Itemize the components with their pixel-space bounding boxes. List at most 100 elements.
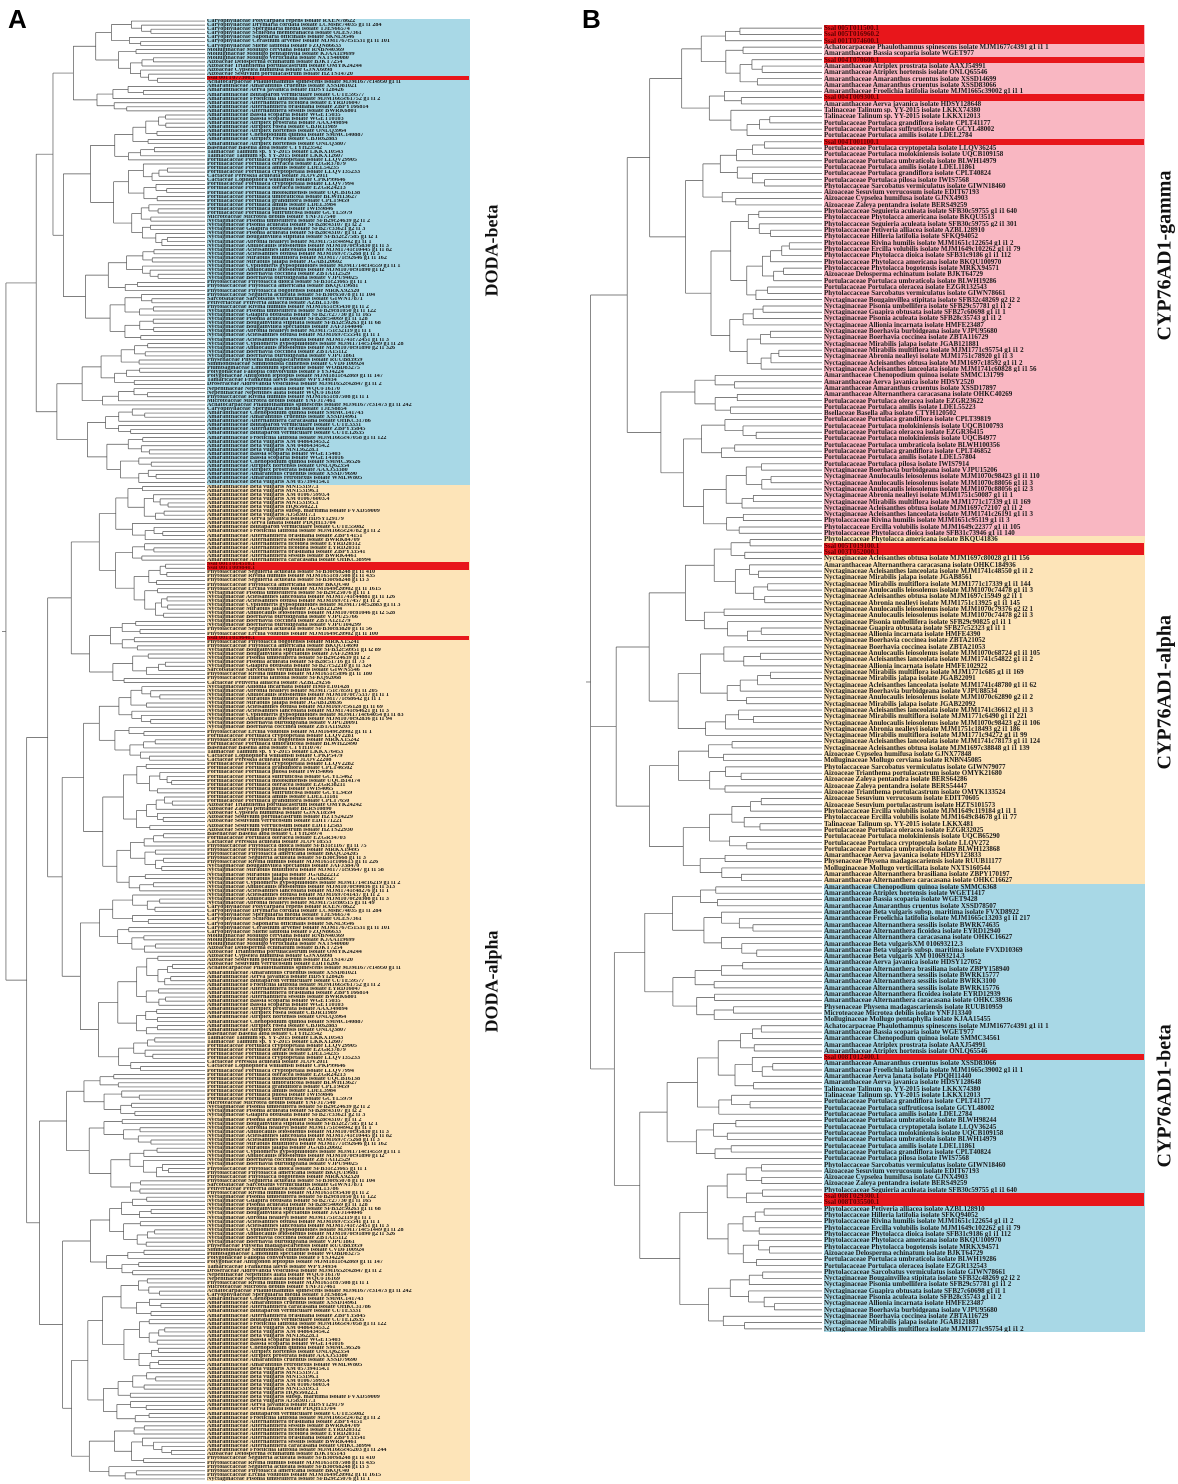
leaf-label: Amaranthaceae Alternanthera caracasana i… (824, 561, 1016, 568)
clade-label-cyp76ad1-beta: CYP76AD1-beta (1153, 1024, 1176, 1168)
leaf-highlight: Ssal 008T035500.1 (824, 1199, 1144, 1206)
leaf-label: Amaranthaceae Amaranthus cruentus isolat… (207, 472, 357, 477)
leaf-label: Nyctaginaceae Boerhavia coccinea isolate… (207, 619, 351, 624)
leaf-label: Nyctaginaceae Pisonia aculeata isolate S… (207, 1109, 362, 1114)
clade-label-cyp76ad1-gamma: CYP76AD1-gamma (1153, 170, 1176, 341)
leaf-label: Petiveriaceae Petiveria alliacea isolate… (207, 1186, 339, 1192)
leaf-label: Nyctaginaceae Mirabilis jalapa isolate J… (207, 872, 340, 877)
leaf-label: Nyctaginaceae Boerhavia coccinea isolate… (824, 643, 986, 651)
leaf-label: Amaranthaceae Froelichia latifolia isola… (207, 96, 381, 101)
leaf-label: Amaranthaceae Amaranthus cruentus isolat… (824, 75, 997, 82)
leaf-label: Nyctaginaceae Mirabilis multiflora isola… (824, 498, 1031, 505)
leaf-label: Nyctaginaceae Bougainvillea spectabilis … (207, 864, 360, 869)
leaf-label: Nyctaginaceae Abronia nealleyi isolate M… (824, 599, 1021, 606)
leaf-label: Nyctaginaceae Acleisanthes obtusa isolat… (207, 1219, 380, 1224)
leaf-label: Nepenthaceae Nepenthes alata isolate WQU… (207, 386, 340, 391)
leaf-label: Aizoaceae Zaleya pentandra isolate BERS6… (824, 776, 968, 783)
leaf-label: Polygonaceae Antigonon leptopus isolate … (207, 374, 383, 379)
leaf-label: Amaranthaceae Beta vulgaris subsp. marit… (207, 509, 380, 514)
leaf-label: Aizoaceae Sesuvium portulacastrum isolat… (207, 827, 353, 832)
leaf-label: Nyctaginaceae Pisonia umbellifera isolat… (207, 590, 370, 595)
leaf-label: Nyctaginaceae Cyphomeris gypsophiloides … (207, 713, 404, 718)
leaf-label: Aizoaceae Cypselea humifusa isolate GJNX… (824, 195, 968, 202)
leaf-label: Nyctaginaceae Abronia nealleyi isolate M… (207, 1215, 372, 1220)
leaf-label: Nyctaginaceae Anulocaulis leiosolenus is… (824, 650, 1041, 657)
leaf-label: Portulacaceae Portulaca amilis isolate L… (824, 403, 976, 411)
leaf-label: Microteaceae Microtea debilis isolate YN… (207, 1284, 336, 1290)
leaf-label: Portulacaceae Portulaca pilosa isolate I… (207, 1093, 334, 1098)
leaf-label: Bsellaceae Basella alba isolate CTYH1205… (824, 410, 957, 417)
leaf-label: Portulacaceae Portulaca grandiflora isol… (824, 416, 991, 423)
leaf-label: Amaranthaceae Alternanthera sessilis iso… (207, 553, 357, 559)
leaf-label: Nyctaginaceae Pisonia umbellifera isolat… (824, 1281, 1012, 1288)
leaf-label: Amaranthaceae Aerva javanica isolate HDS… (824, 1079, 982, 1086)
leaf-label: Nyctaginaceae Guapira obtusata isolate S… (207, 227, 366, 232)
leaf-label: Amaranthaceae Aerva javanica isolate HDS… (207, 974, 344, 979)
leaf-label: Amaranthaceae Bassia scoparia isolate WG… (207, 999, 341, 1004)
leaf-label: Nyctaginaceae Bougainvillea stipitata is… (207, 1207, 381, 1212)
leaf-label: Amaranthaceae Amaranthus cruentus isolat… (207, 415, 357, 420)
leaf-label: Portulacaceae Portulaca umbraticola isol… (824, 277, 997, 284)
leaf-label: Physenaceae Physena madagascariensis iso… (824, 1003, 1003, 1010)
leaf-label: Nyctaginaceae Boerhavia coccinea isolate… (207, 349, 348, 354)
leaf-label: Nyctaginaceae Abronia nealleyi isolate M… (207, 688, 378, 693)
leaf-label: Nyctaginaceae Boerhavia burbidgeana isol… (207, 615, 358, 620)
leaf-label: Amaranthaceae Alternanthera brasiliana i… (207, 427, 366, 432)
leaf-label: Phytolaccaceae Phytolacca dioica isolate… (207, 1166, 367, 1171)
leaf-highlight: Ssal 008T029300.1 (824, 1193, 1144, 1200)
leaf-label: Aizoaceae Cypselea humifusa isolate GJNX… (207, 68, 333, 73)
leaf-label: Nyctaginaceae Pisonia aculeata isolate S… (207, 317, 368, 322)
leaf-label: Talinaceae Talinum sp. YY-2015 isolate L… (207, 750, 344, 755)
leaf-label: Phytolaccaceae Seguieria aculeata isolat… (207, 1456, 376, 1461)
leaf-highlight: Ssal 001T014510.1 (207, 562, 469, 567)
leaf-label: Portulacaceae Portulaca oleracea isolate… (824, 429, 984, 436)
leaf-label: Phytolaccaceae Phytolacca bogotensis iso… (207, 1174, 360, 1179)
leaf-label: Basellaceae Basella alba isolate CTYH235… (207, 145, 323, 150)
leaf-label: Amaranthaceae Alternanthera sessilis iso… (207, 537, 360, 542)
leaf-label: Achatocarpaceae Phaulothamnus spinescens… (207, 80, 401, 85)
leaf-label: Phytolaccaceae Rivina humilis isolate MJ… (824, 239, 1014, 246)
leaf-label: Portulacaceae Portulaca grandiflora isol… (207, 766, 353, 771)
leaf-label: Amaranthaceae Aerva javanica isolate HDS… (824, 378, 975, 385)
leaf-label: Aizoaceae Trianthema portulacastrum isol… (207, 63, 362, 68)
leaf-label: Nyctaginaceae Boerhavia burbidgeana isol… (207, 353, 355, 358)
leaf-label: Nyctaginaceae Boerhavia burbidgeana isol… (207, 623, 361, 628)
leaf-label: Portulacaceae Portulaca cryptopetala iso… (207, 170, 360, 175)
leaf-label: Nyctaginaceae Boerhavia coccinea isolate… (824, 1313, 989, 1320)
leaf-label: Portulacaceae Portulaca grandiflora isol… (824, 448, 991, 455)
leaf-label: Nyctaginaceae Boerhavia coccinea isolate… (207, 1235, 348, 1241)
leaf-label: Aizoaceae Sesuvium portulacastrum isolat… (207, 815, 353, 820)
leaf-label: Amaranthaceae Atriplex hortensis isolate… (207, 1350, 350, 1355)
leaf-label: Amaranthaceae Amaranthus retroflexus iso… (207, 1362, 363, 1367)
leaf-label: Simmondsiaceae Simmondsia chinensis isol… (207, 1248, 365, 1253)
leaf-label: Nyctaginaceae Guapira obtusata isolate S… (824, 624, 1006, 632)
leaf-label: Aizoaceae Sesuvium portulacastrum isolat… (207, 72, 353, 77)
leaf-label: Nyctaginaceae Cyphomeris gypsophiloides … (207, 1227, 404, 1232)
leaf-label: Physenaceae Physena madagascariensis iso… (207, 357, 363, 363)
leaf-label: Phytolaccaceae Rivina humilis isolate MJ… (824, 1218, 1014, 1225)
leaf-label: Portulacaceae Portulaca oleracea isolate… (207, 835, 346, 840)
leaf-label: Amaranthaceae Atriplex hortensis isolate… (207, 1015, 347, 1020)
leaf-label: Amaranthaceae Amaranthus cruentus isolat… (824, 1060, 997, 1067)
leaf-label: Cactaceae Pereskia aculeata isolate JLOV… (207, 1060, 329, 1065)
leaf-label: Caryophyllaceae Saponaria officinalis is… (207, 921, 355, 926)
leaf-label: Microteaceae Microtea debilis isolate YN… (207, 398, 336, 403)
leaf-label: Amaranthaceae Alternanthera ficoidea iso… (824, 927, 1001, 935)
leaf-label: Portulacaceae Portulaca umbraticola isol… (207, 1080, 358, 1085)
leaf-label: Amaranthaceae Froelichia latifolia isola… (207, 982, 381, 987)
leaf-label: Nyctaginaceae Acleisanthes obtusa isolat… (207, 705, 383, 710)
leaf-label: Nyctaginaceae Guapira obtusata isolate S… (824, 1287, 1006, 1295)
leaf-label: Amaranthaceae Alternanthera brasiliana i… (824, 871, 1010, 878)
leaf-label: Amaranthaceae Blutaparon vermiculare iso… (207, 1309, 362, 1314)
leaf-label: Portulacaceae Portulaca umbraticola isol… (207, 741, 358, 746)
leaf-label: Nyctaginaceae Acleisanthes obtusa isolat… (824, 359, 1023, 366)
leaf-label: Caryophyllaceae Drymaria cordata isolate… (207, 909, 382, 914)
leaf-label: Nepenthaceae Nepenthes alata isolate WQU… (207, 390, 340, 395)
leaf-label: Nyctaginaceae Acleisanthes obtusa isolat… (824, 593, 1023, 600)
leaf-label: Amaranthaceae Beta vulgaris subsp. marit… (207, 1395, 380, 1400)
leaf-label: Amaranthaceae Froelichia latifolia isola… (824, 88, 1024, 95)
leaf-label: Nyctaginaceae Cyphomeris gypsophiloides … (207, 264, 401, 269)
leaf-label: Amaranthaceae Froelichia latifolia isola… (207, 1415, 381, 1420)
leaf-label: Physenaceae Physena madagascariensis iso… (207, 1244, 363, 1249)
leaf-highlight: Ssal 008T012400.1 (824, 1054, 1144, 1061)
